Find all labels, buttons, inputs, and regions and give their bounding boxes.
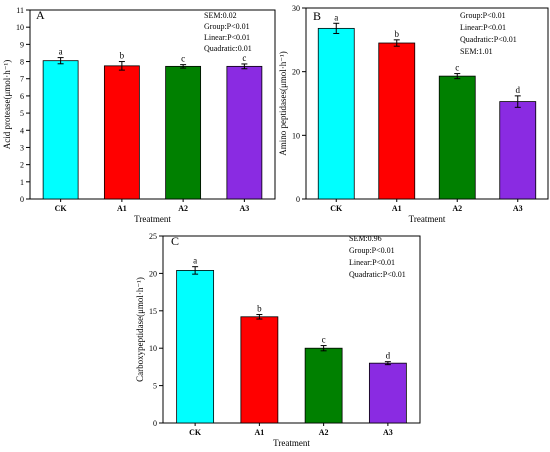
stat-annotation: Quadratic:P<0.01 [460, 35, 517, 44]
chart-panel-a: 0 1 2 3 4 5 6 7 8 9 10 11 a CK b A1 c A2 c A3 Treatment Acid … [2, 6, 276, 224]
stat-annotation: Quadratic:P<0.01 [349, 270, 406, 279]
x-tick-label: CK [55, 204, 68, 213]
stat-annotation: SEM:0.96 [349, 234, 382, 243]
bar-a3 [368, 362, 407, 424]
bar-a1 [378, 42, 416, 200]
x-tick-label: A3 [239, 204, 249, 213]
significance-letter: a [193, 256, 197, 266]
y-tick-label: 10 [16, 23, 24, 32]
y-tick-label: 2 [20, 161, 24, 170]
stat-annotation: Group:P<0.01 [460, 11, 506, 20]
plot-frame [29, 9, 276, 200]
y-tick-label: 10 [149, 344, 157, 353]
significance-letter: d [386, 351, 391, 361]
x-axis-title: Treatment [273, 438, 310, 448]
x-tick-label: CK [330, 204, 343, 213]
y-tick-label: 30 [292, 4, 300, 13]
y-tick-label: 0 [20, 195, 24, 204]
y-axis-title: Amino peptidases(μmol·h⁻¹) [278, 51, 288, 156]
y-tick-label: 1 [20, 178, 24, 187]
y-tick-label: 4 [20, 126, 24, 135]
stat-annotation: Linear:P<0.01 [204, 33, 250, 42]
x-tick-label: CK [189, 428, 202, 437]
x-tick-label: A2 [319, 428, 329, 437]
y-axis-title: Acid protease(μmol·h⁻¹) [2, 60, 12, 150]
y-tick-label: 15 [149, 307, 157, 316]
significance-letter: b [395, 29, 400, 39]
significance-letter: d [516, 85, 521, 95]
x-axis-title: Treatment [409, 214, 446, 224]
significance-letter: c [242, 53, 246, 63]
chart-panel-c: 0 5 10 15 20 25 a CK b A1 c A2 d A3 Treatment Carboxype… [135, 232, 421, 448]
stat-annotation: Group:P<0.01 [204, 22, 250, 31]
significance-letter: c [455, 63, 459, 73]
bar-ck [176, 270, 215, 424]
bar-a1 [240, 316, 279, 424]
y-tick-label: 9 [20, 40, 24, 49]
y-axis-title: Carboxypeptidase(μmol·h⁻¹) [135, 277, 145, 382]
significance-letter: b [120, 51, 125, 61]
significance-letter: c [181, 54, 185, 64]
stat-annotation: SEM:1.01 [460, 47, 493, 56]
bar-a1 [103, 65, 140, 200]
y-tick-label: 7 [20, 75, 24, 84]
x-tick-label: A2 [452, 204, 462, 213]
y-tick-label: 20 [292, 68, 300, 77]
y-tick-label: 3 [20, 143, 24, 152]
panel-letter: A [36, 8, 45, 22]
y-tick-label: 0 [296, 195, 300, 204]
y-tick-label: 5 [20, 109, 24, 118]
bar-a2 [438, 75, 476, 200]
significance-letter: a [334, 12, 338, 22]
stat-annotation: SEM:0.02 [204, 11, 237, 20]
bar-a3 [226, 65, 263, 200]
x-tick-label: A2 [178, 204, 188, 213]
significance-letter: a [59, 47, 63, 57]
chart-panel-b: 0 10 20 30 a CK b A1 c A2 d A3 Treatment Amino peptid… [278, 4, 549, 224]
y-tick-label: 11 [16, 6, 24, 15]
bar-a2 [165, 65, 202, 200]
bar-ck [317, 27, 355, 200]
y-tick-label: 6 [20, 92, 24, 101]
plot-frame [305, 7, 549, 200]
bar-a3 [499, 101, 537, 200]
bar-ck [42, 60, 79, 200]
y-tick-label: 5 [153, 382, 157, 391]
stat-annotation: Linear:P<0.01 [460, 23, 506, 32]
plot-frame [162, 235, 421, 424]
panel-letter: C [171, 234, 179, 248]
y-tick-label: 20 [149, 269, 157, 278]
x-tick-label: A3 [513, 204, 523, 213]
stat-annotation: Quadratic:0.01 [204, 44, 252, 53]
bar-a2 [304, 347, 343, 424]
x-tick-label: A1 [254, 428, 264, 437]
x-axis-title: Treatment [134, 214, 171, 224]
significance-letter: b [257, 304, 262, 314]
x-tick-label: A1 [392, 204, 402, 213]
stat-annotation: Linear:P<0.01 [349, 258, 395, 267]
significance-letter: c [322, 335, 326, 345]
panel-letter: B [313, 9, 321, 23]
x-tick-label: A1 [117, 204, 127, 213]
x-tick-label: A3 [383, 428, 393, 437]
stat-annotation: Group:P<0.01 [349, 246, 395, 255]
y-tick-label: 10 [292, 131, 300, 140]
y-tick-label: 25 [149, 232, 157, 241]
y-tick-label: 0 [153, 419, 157, 428]
y-tick-label: 8 [20, 58, 24, 67]
